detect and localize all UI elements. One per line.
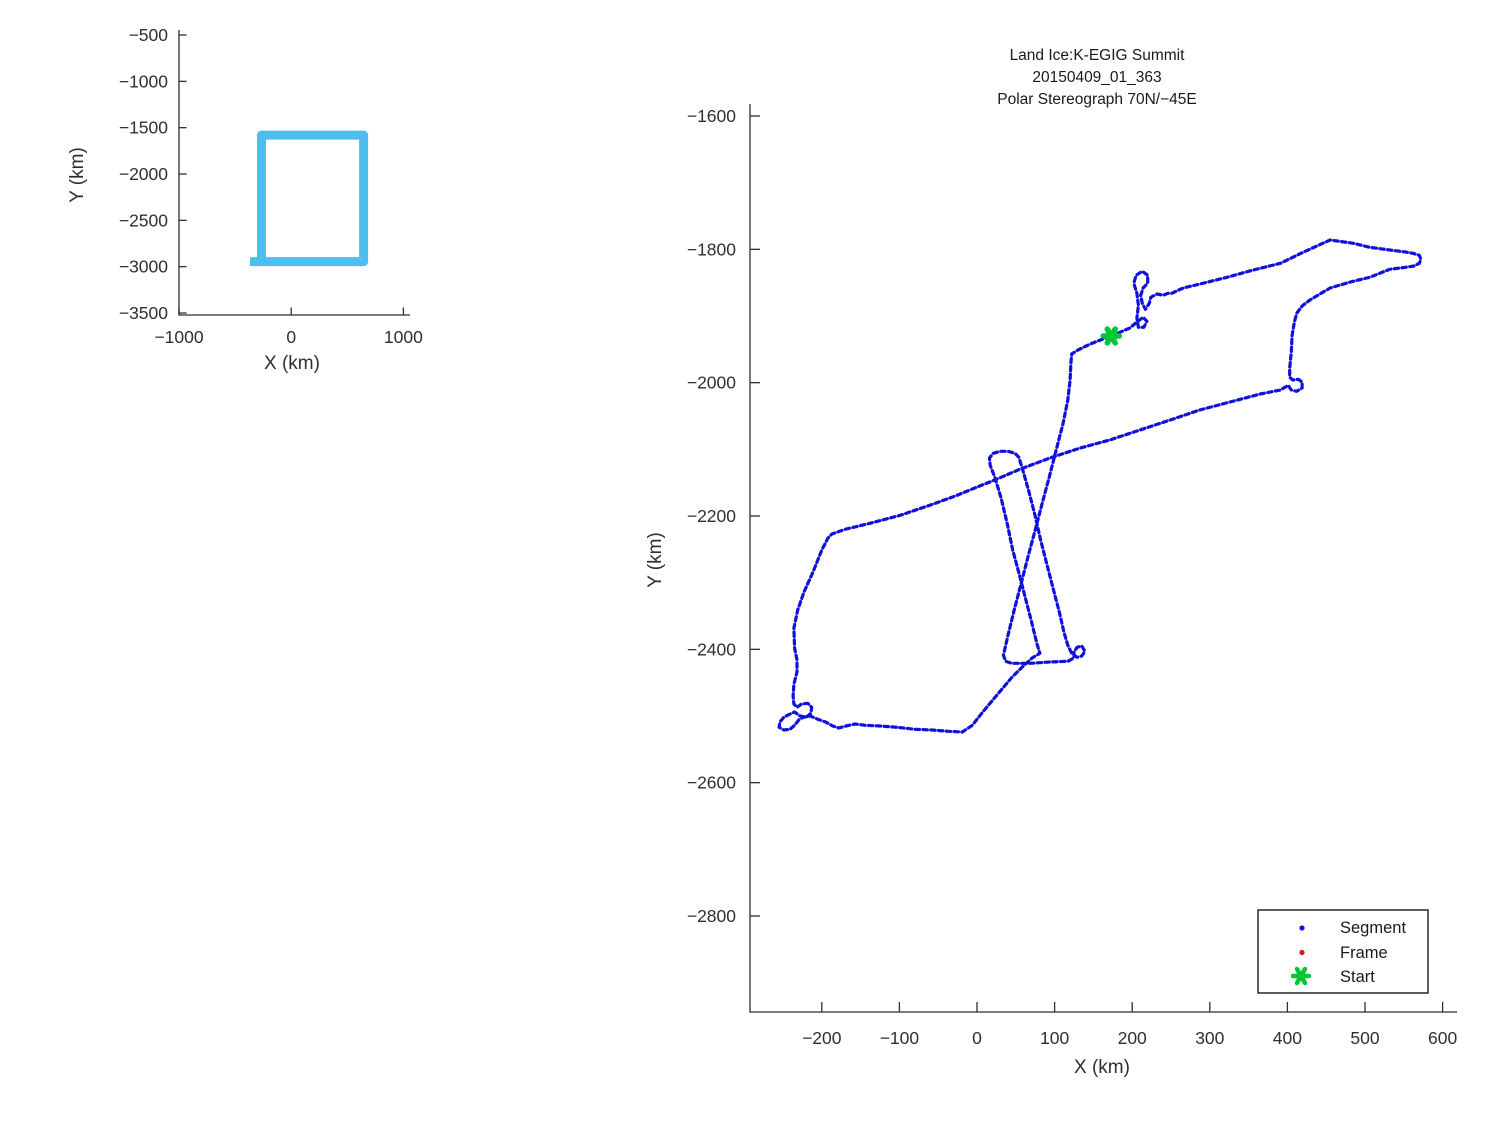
main-plot: −1600 −1800 −2000 −2200 −2400 −2600 −2800 −200 −…: [645, 47, 1457, 1078]
start-marker: [1100, 326, 1122, 346]
main-x-tick-label: 200: [1118, 1028, 1147, 1048]
main-tick-labels: −1600 −1800 −2000 −2200 −2400 −2600 −2800 −200 −…: [687, 106, 1458, 1048]
overview-y-tick-label: −1000: [119, 71, 168, 91]
main-axes-spines: [749, 104, 1457, 1013]
legend-label-segment: Segment: [1340, 919, 1406, 937]
main-xlabel: X (km): [1074, 1057, 1130, 1078]
main-x-tick-label: 600: [1428, 1028, 1457, 1048]
main-y-tick-label: −2000: [687, 373, 736, 393]
main-x-tick-label: 0: [972, 1028, 982, 1048]
main-ylabel: Y (km): [645, 532, 666, 588]
coverage-box: [250, 130, 369, 267]
main-y-tick-label: −2200: [687, 506, 736, 526]
overview-x-tick-label: 1000: [384, 327, 423, 347]
legend-box: [1257, 909, 1429, 994]
overview-ylabel: Y (km): [67, 147, 88, 203]
plot-title-line-1: Land Ice:K-EGIG Summit: [1010, 47, 1186, 64]
legend-label-start: Start: [1340, 968, 1375, 986]
overview-y-tick-label: −2500: [119, 210, 168, 230]
overview-y-tick-label: −2000: [119, 164, 168, 184]
overview-y-tick-label: −3500: [119, 303, 168, 323]
main-y-tick-label: −2600: [687, 773, 736, 793]
legend-label-frame: Frame: [1340, 944, 1388, 962]
legend-marker-start-asterisk-icon: [1290, 966, 1312, 986]
main-x-tick-label: 300: [1195, 1028, 1224, 1048]
overview-y-tick-label: −1500: [119, 118, 168, 138]
main-y-tick-label: −1800: [687, 239, 736, 259]
overview-tick-marks: [178, 34, 405, 315]
legend-marker-frame-dot-icon: [1299, 949, 1305, 956]
plot-title-line-3: Polar Stereograph 70N/−45E: [997, 91, 1196, 108]
main-x-tick-label: 500: [1350, 1028, 1379, 1048]
overview-plot: −500 −1000 −1500 −2000 −2500 −3000 −3500 −1000 0…: [67, 25, 423, 374]
main-x-tick-label: −100: [880, 1028, 920, 1048]
legend: Segment Frame Start: [1257, 909, 1429, 994]
overview-y-tick-label: −3000: [119, 257, 168, 277]
overview-y-tick-label: −500: [129, 25, 169, 45]
overview-tick-labels: −500 −1000 −1500 −2000 −2500 −3000 −3500 −1000 0…: [119, 25, 423, 347]
main-x-tick-label: 100: [1040, 1028, 1069, 1048]
legend-marker-segment-dot-icon: [1299, 925, 1305, 931]
main-y-tick-label: −2800: [687, 906, 736, 926]
overview-xlabel: X (km): [264, 353, 320, 374]
main-x-tick-label: 400: [1273, 1028, 1302, 1048]
overview-x-tick-label: 0: [286, 327, 296, 347]
main-y-tick-label: −1600: [687, 106, 736, 126]
main-tick-marks: [750, 115, 1444, 1012]
main-x-tick-label: −200: [802, 1028, 842, 1048]
segment-track-path: [777, 238, 1423, 734]
plot-title-line-2: 20150409_01_363: [1032, 69, 1161, 86]
overview-x-tick-label: −1000: [154, 327, 203, 347]
overview-axes-spines: [178, 30, 410, 316]
main-y-tick-label: −2400: [687, 639, 736, 659]
